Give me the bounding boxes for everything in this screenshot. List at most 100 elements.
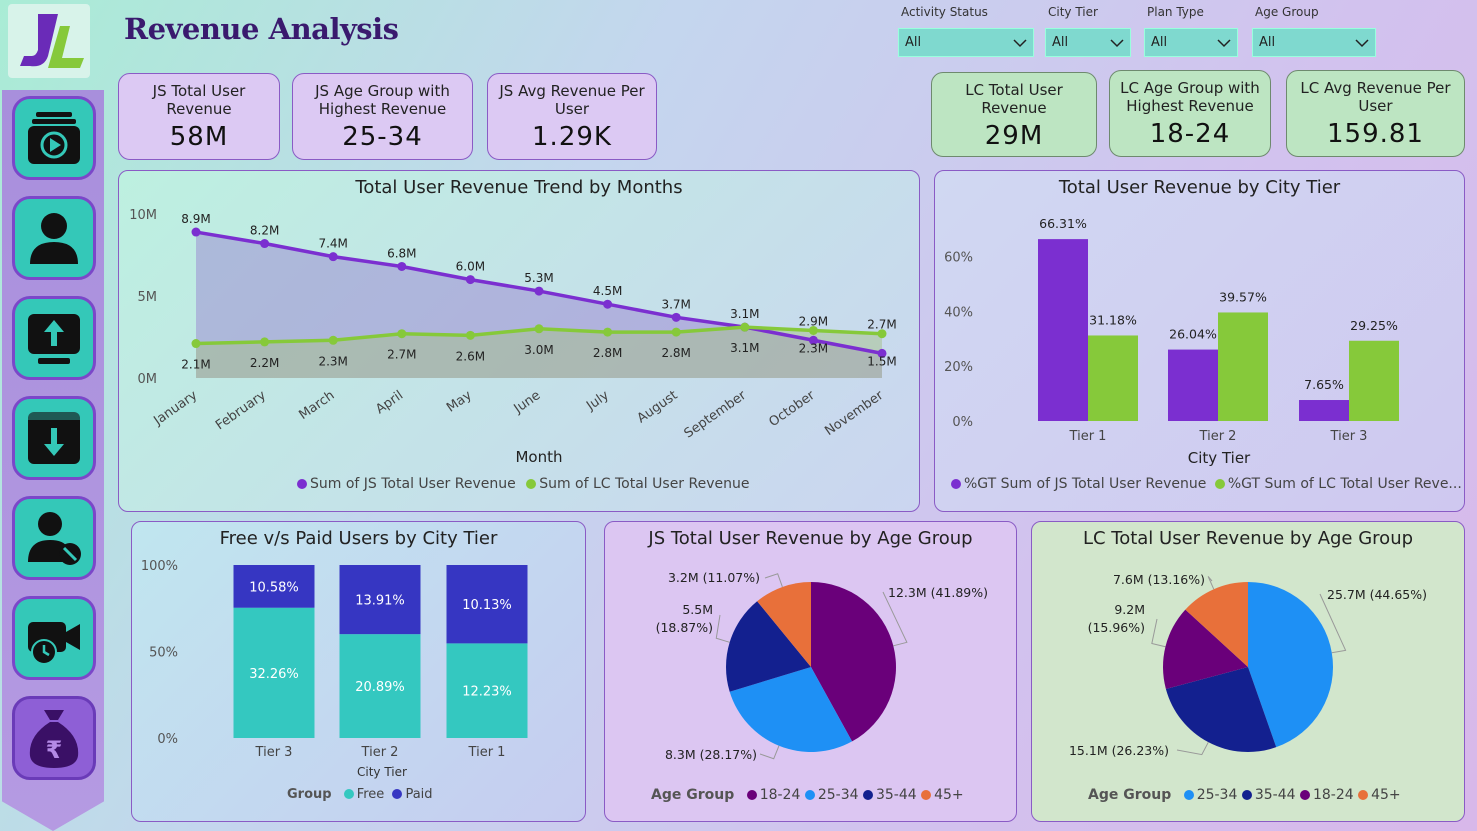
js-data-point — [808, 335, 818, 345]
lc-data-point — [328, 335, 338, 345]
bar-data-label: 31.18% — [1089, 312, 1137, 327]
y-tick-label: 0% — [952, 415, 973, 430]
legend-item[interactable]: 25-34 — [1183, 787, 1237, 803]
chart-title: Free v/s Paid Users by City Tier — [219, 528, 498, 549]
age-group-dropdown[interactable]: All — [1252, 28, 1376, 57]
lc-data-label: 2.7M — [387, 348, 416, 362]
free-bar-segment — [339, 634, 421, 738]
legend-item-js[interactable]: %GT Sum of JS Total User Revenue — [951, 476, 1206, 492]
js-age-group-pie: 12.3M (41.89%) 8.3M (28.17%) 5.5M (18.87%) 3… — [656, 570, 988, 762]
free-data-label: 32.26% — [249, 667, 299, 682]
plan-type-dropdown[interactable]: All — [1144, 28, 1238, 57]
lc-data-label: 3.0M — [524, 343, 553, 357]
svg-text:₹: ₹ — [46, 736, 63, 764]
x-tick-label: August — [635, 388, 681, 426]
legend-item[interactable]: 18-24 — [746, 787, 800, 803]
sidebar-nav: ₹ — [2, 90, 104, 831]
legend-item-lc[interactable]: Sum of LC Total User Revenue — [526, 476, 749, 492]
x-tick-label: Tier 2 — [361, 745, 399, 760]
js-data-label: 6.8M — [387, 246, 416, 260]
kpi-card-js-top-age-group: JS Age Group with Highest Revenue 25-34 — [292, 73, 473, 160]
chevron-down-icon — [1355, 38, 1369, 47]
x-tick-label: May — [444, 388, 475, 416]
activity-status-dropdown[interactable]: All — [898, 28, 1034, 57]
js-data-label: 5.3M — [524, 271, 553, 285]
js-data-point — [603, 299, 613, 309]
js-data-label: 3.7M — [661, 297, 690, 311]
revenue-trend-panel: Total User Revenue Trend by Months 0M 5M 1… — [118, 170, 920, 512]
legend-item-paid[interactable]: Paid — [392, 787, 433, 802]
nav-watch-time-button[interactable] — [12, 596, 96, 680]
nav-users-button[interactable] — [12, 196, 96, 280]
nav-subscription-button[interactable] — [12, 96, 96, 180]
lc-bar — [1218, 312, 1268, 421]
pie-leader-line — [1176, 741, 1209, 756]
js-data-point — [260, 239, 270, 249]
paid-bar-segment — [446, 565, 528, 644]
kpi-value: 1.29K — [532, 122, 612, 152]
free-data-label: 12.23% — [462, 685, 512, 700]
kpi-card-lc-total-revenue: LC Total User Revenue 29M — [931, 72, 1097, 157]
chevron-down-icon — [1110, 38, 1124, 47]
js-data-label: 8.9M — [181, 212, 210, 226]
chevron-down-icon — [1013, 38, 1027, 47]
kpi-value: 58M — [169, 122, 229, 152]
nav-downgrade-button[interactable] — [12, 396, 96, 480]
kpi-card-js-total-revenue: JS Total User Revenue 58M — [118, 73, 280, 160]
lc-data-label: 2.1M — [181, 358, 210, 372]
pie-leader-line — [882, 591, 908, 647]
lc-data-label: 3.1M — [730, 341, 759, 355]
legend-item[interactable]: 45+ — [1358, 787, 1401, 803]
nav-upgrade-button[interactable] — [12, 296, 96, 380]
revenue-trend-chart: 0M 5M 10M 8.9M 8.2M 7.4M 6.8M 6.0M 5.3M 4.5M 3.7M 3… — [129, 208, 896, 466]
legend-title: Age Group — [1088, 787, 1172, 803]
lc-data-label: 2.6M — [456, 349, 485, 363]
js-data-point — [877, 348, 887, 358]
free-bar-segment — [446, 643, 528, 738]
pie-data-label: 25.7M (44.65%) — [1327, 587, 1427, 602]
nav-revenue-button[interactable]: ₹ — [12, 696, 96, 780]
legend-item-lc[interactable]: %GT Sum of LC Total User Reve... — [1214, 476, 1462, 492]
legend-item-free[interactable]: Free — [343, 787, 384, 802]
x-tick-label: Tier 2 — [1199, 429, 1237, 444]
pie-data-label: 9.2M — [1114, 602, 1145, 617]
pie-slice-25-34 — [811, 582, 896, 742]
x-tick-label: February — [213, 388, 269, 434]
dropdown-value: All — [1052, 35, 1069, 50]
pie-data-label: 7.6M (13.16%) — [1113, 572, 1205, 587]
legend-item[interactable]: 18-24 — [1299, 787, 1354, 803]
legend-item[interactable]: 35-44 — [862, 787, 917, 803]
pie-data-label: (18.87%) — [656, 620, 713, 635]
legend-item-js[interactable]: Sum of JS Total User Revenue — [297, 476, 516, 492]
x-tick-label: Tier 3 — [1330, 429, 1368, 444]
app-logo — [8, 4, 90, 78]
bar-data-label: 39.57% — [1219, 289, 1267, 304]
y-tick-label: 100% — [141, 559, 178, 574]
pie-leader-line — [759, 745, 780, 760]
x-tick-label: July — [583, 388, 612, 414]
legend-item[interactable]: 25-34 — [804, 787, 859, 803]
kpi-label: JS Avg Revenue Per User — [499, 82, 645, 118]
js-data-label: 7.4M — [318, 237, 347, 251]
city-tier-dropdown[interactable]: All — [1045, 28, 1131, 57]
x-axis-title: Month — [515, 448, 562, 466]
js-data-label: 4.5M — [593, 284, 622, 298]
nav-inactive-users-button[interactable] — [12, 496, 96, 580]
legend-item[interactable]: 35-44 — [1241, 787, 1296, 803]
legend-item[interactable]: 45+ — [921, 787, 964, 803]
paid-data-label: 13.91% — [355, 594, 405, 609]
lc-data-point — [534, 324, 544, 334]
lc-data-point — [397, 329, 407, 339]
js-data-point — [328, 252, 338, 262]
pie-slice-18-24 — [1248, 582, 1333, 748]
js-data-point — [534, 286, 544, 296]
x-tick-label: Tier 3 — [255, 745, 293, 760]
x-tick-label: November — [822, 388, 887, 439]
kpi-label: LC Age Group with Highest Revenue — [1120, 79, 1260, 115]
js-bar — [1038, 239, 1088, 421]
lc-data-point — [260, 337, 270, 347]
kpi-value: 159.81 — [1327, 119, 1424, 149]
js-data-label: 6.0M — [456, 260, 485, 274]
lc-bar — [1088, 335, 1138, 421]
kpi-value: 25-34 — [342, 122, 423, 152]
